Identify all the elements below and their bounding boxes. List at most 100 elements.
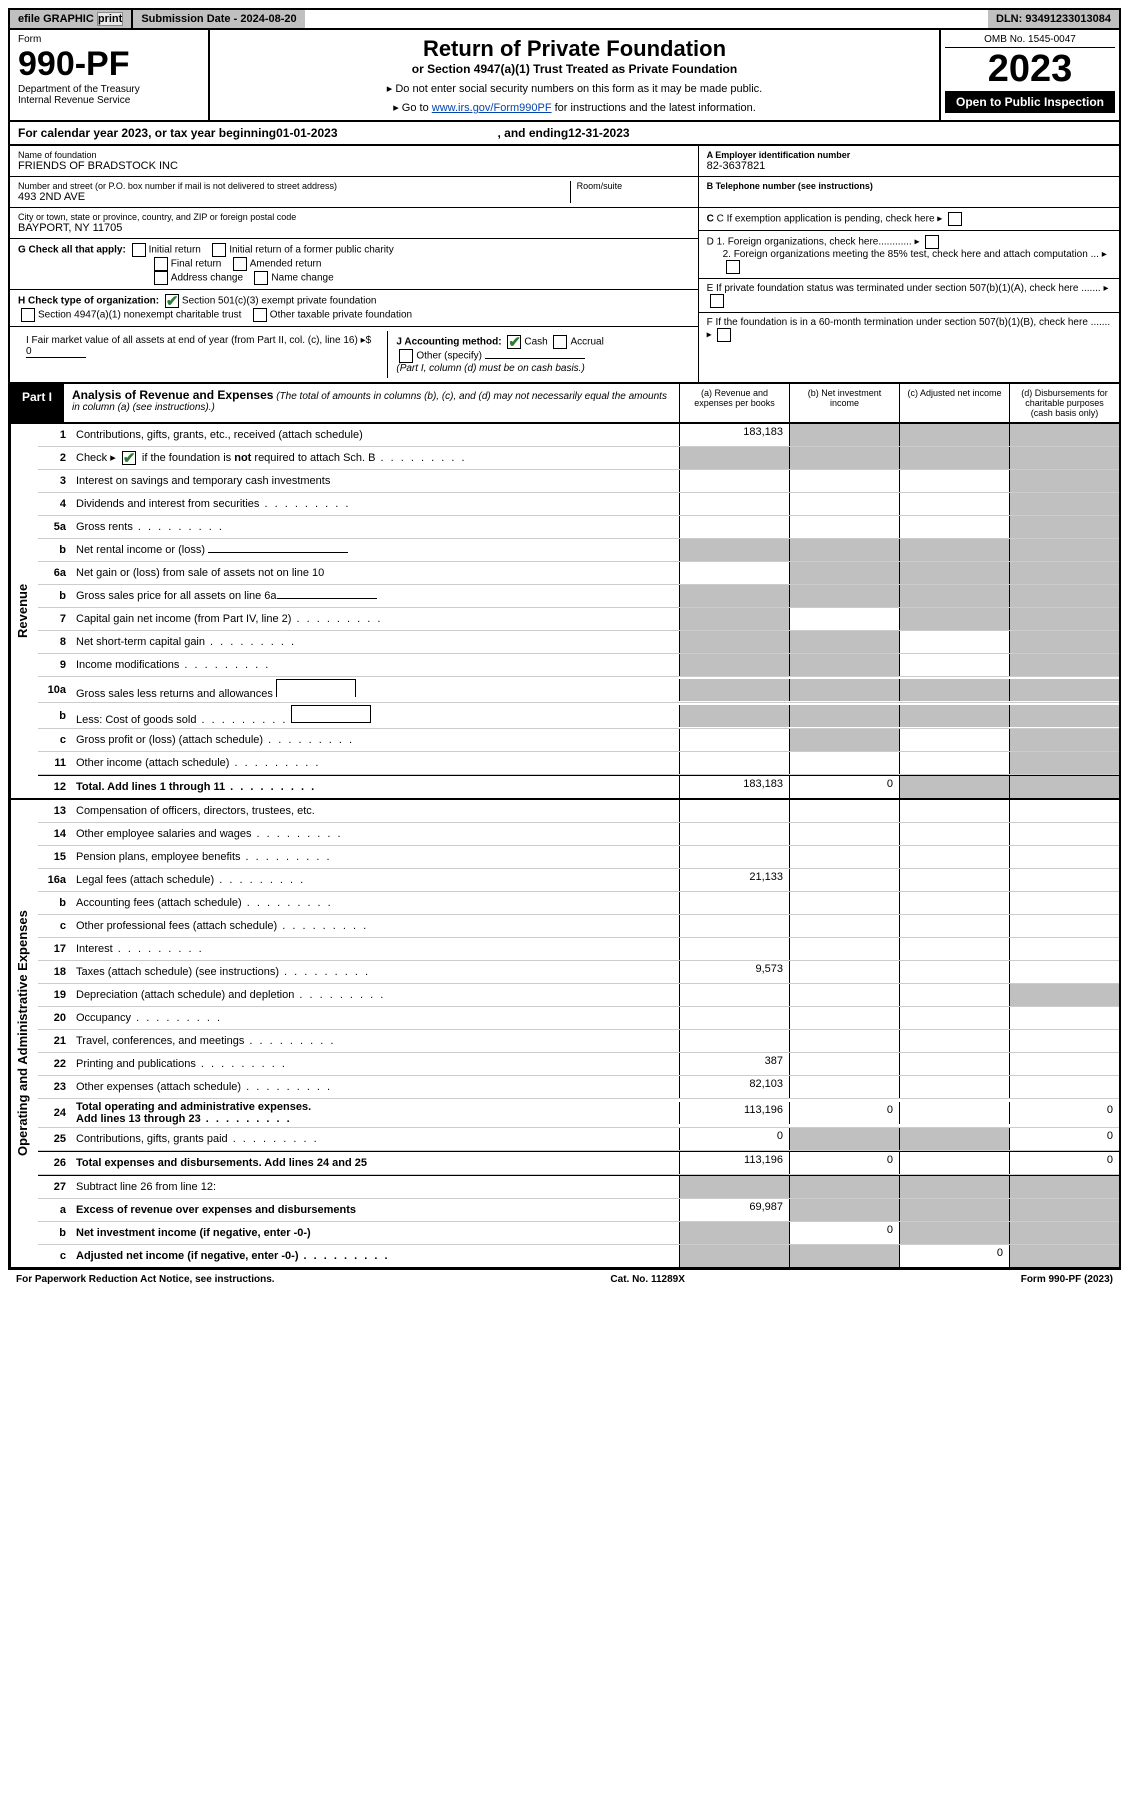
dept: Department of the Treasury xyxy=(18,84,200,95)
4947a1-checkbox[interactable] xyxy=(21,308,35,322)
table-row: bNet rental income or (loss) xyxy=(38,539,1119,562)
calendar-year-row: For calendar year 2023, or tax year begi… xyxy=(8,122,1121,146)
h-check-cell: H Check type of organization: Section 50… xyxy=(10,290,698,327)
footer-mid: Cat. No. 11289X xyxy=(610,1274,684,1285)
note-link: ▸ Go to www.irs.gov/Form990PF for instru… xyxy=(216,101,933,114)
address-change-checkbox[interactable] xyxy=(154,271,168,285)
form-subtitle: or Section 4947(a)(1) Trust Treated as P… xyxy=(216,62,933,76)
col-d-header: (d) Disbursements for charitable purpose… xyxy=(1009,384,1119,422)
j-accounting: J Accounting method: Cash Accrual Other … xyxy=(387,331,689,378)
phone-cell: B Telephone number (see instructions) xyxy=(699,177,1119,208)
form-title: Return of Private Foundation xyxy=(216,36,933,62)
c-pending-cell: C C If exemption application is pending,… xyxy=(699,208,1119,231)
note-ssn: ▸ Do not enter social security numbers o… xyxy=(216,82,933,95)
foundation-name-cell: Name of foundation FRIENDS OF BRADSTOCK … xyxy=(10,146,698,177)
instructions-link[interactable]: www.irs.gov/Form990PF xyxy=(432,102,552,114)
schb-checkbox[interactable] xyxy=(122,451,136,465)
col-c-header: (c) Adjusted net income xyxy=(899,384,1009,422)
initial-former-checkbox[interactable] xyxy=(212,243,226,257)
form-number: 990-PF xyxy=(18,45,200,84)
header: Form 990-PF Department of the Treasury I… xyxy=(8,30,1121,122)
ein-cell: A Employer identification number 82-3637… xyxy=(699,146,1119,177)
omb-number: OMB No. 1545-0047 xyxy=(945,34,1115,48)
topbar: efile GRAPHIC print Submission Date - 20… xyxy=(8,8,1121,30)
i-j-cell: I Fair market value of all assets at end… xyxy=(10,327,698,382)
d2-checkbox[interactable] xyxy=(726,260,740,274)
info-right: A Employer identification number 82-3637… xyxy=(698,146,1119,382)
table-row: 21Travel, conferences, and meetings xyxy=(38,1030,1119,1053)
table-row: 25Contributions, gifts, grants paid00 xyxy=(38,1128,1119,1151)
part1-desc: Analysis of Revenue and Expenses (The to… xyxy=(64,384,679,422)
amended-return-checkbox[interactable] xyxy=(233,257,247,271)
revenue-table: Revenue 1Contributions, gifts, grants, e… xyxy=(8,424,1121,800)
col-a-header: (a) Revenue and expenses per books xyxy=(679,384,789,422)
other-method-checkbox[interactable] xyxy=(399,349,413,363)
d-foreign-cell: D 1. Foreign organizations, check here..… xyxy=(699,231,1119,279)
header-title-block: Return of Private Foundation or Section … xyxy=(210,30,939,120)
expenses-table: Operating and Administrative Expenses 13… xyxy=(8,800,1121,1269)
table-row: 23Other expenses (attach schedule)82,103 xyxy=(38,1076,1119,1099)
table-row: cOther professional fees (attach schedul… xyxy=(38,915,1119,938)
dln: DLN: 93491233013084 xyxy=(988,10,1119,28)
table-row: 22Printing and publications387 xyxy=(38,1053,1119,1076)
table-row: cAdjusted net income (if negative, enter… xyxy=(38,1245,1119,1267)
501c3-checkbox[interactable] xyxy=(165,294,179,308)
g-check-cell: G Check all that apply: Initial return I… xyxy=(10,239,698,290)
i-fmv: I Fair market value of all assets at end… xyxy=(18,331,387,378)
footer: For Paperwork Reduction Act Notice, see … xyxy=(8,1269,1121,1289)
f-checkbox[interactable] xyxy=(717,328,731,342)
page: efile GRAPHIC print Submission Date - 20… xyxy=(0,0,1129,1297)
table-row: 26Total expenses and disbursements. Add … xyxy=(38,1151,1119,1175)
final-return-checkbox[interactable] xyxy=(154,257,168,271)
footer-right: Form 990-PF (2023) xyxy=(1021,1274,1113,1285)
form-label: Form xyxy=(18,34,200,45)
part1-header: Part I Analysis of Revenue and Expenses … xyxy=(8,384,1121,424)
table-row: 16aLegal fees (attach schedule)21,133 xyxy=(38,869,1119,892)
table-row: 24Total operating and administrative exp… xyxy=(38,1099,1119,1128)
table-row: bNet investment income (if negative, ent… xyxy=(38,1222,1119,1245)
info-left: Name of foundation FRIENDS OF BRADSTOCK … xyxy=(10,146,698,382)
table-row: 1Contributions, gifts, grants, etc., rec… xyxy=(38,424,1119,447)
info-grid: Name of foundation FRIENDS OF BRADSTOCK … xyxy=(8,146,1121,384)
table-row: 5aGross rents xyxy=(38,516,1119,539)
part1-tag: Part I xyxy=(10,384,64,422)
submission-date: Submission Date - 2024-08-20 xyxy=(131,10,304,28)
irs: Internal Revenue Service xyxy=(18,95,200,106)
table-row: 9Income modifications xyxy=(38,654,1119,677)
e-checkbox[interactable] xyxy=(710,294,724,308)
table-row: 3Interest on savings and temporary cash … xyxy=(38,470,1119,493)
f-termination-cell: F If the foundation is in a 60-month ter… xyxy=(699,313,1119,346)
other-taxable-checkbox[interactable] xyxy=(253,308,267,322)
c-pending-checkbox[interactable] xyxy=(948,212,962,226)
table-row: 20Occupancy xyxy=(38,1007,1119,1030)
header-left: Form 990-PF Department of the Treasury I… xyxy=(10,30,210,120)
table-row: 8Net short-term capital gain xyxy=(38,631,1119,654)
accrual-checkbox[interactable] xyxy=(553,335,567,349)
table-row: 18Taxes (attach schedule) (see instructi… xyxy=(38,961,1119,984)
revenue-side-label: Revenue xyxy=(10,424,38,798)
table-row: 15Pension plans, employee benefits xyxy=(38,846,1119,869)
expenses-side-label: Operating and Administrative Expenses xyxy=(10,800,38,1267)
table-row: 10aGross sales less returns and allowanc… xyxy=(38,677,1119,703)
name-change-checkbox[interactable] xyxy=(254,271,268,285)
table-row: 12Total. Add lines 1 through 11183,1830 xyxy=(38,775,1119,798)
table-row: bGross sales price for all assets on lin… xyxy=(38,585,1119,608)
e-terminated-cell: E If private foundation status was termi… xyxy=(699,279,1119,313)
table-row: aExcess of revenue over expenses and dis… xyxy=(38,1199,1119,1222)
table-row: 7Capital gain net income (from Part IV, … xyxy=(38,608,1119,631)
table-row: 13Compensation of officers, directors, t… xyxy=(38,800,1119,823)
column-headers: (a) Revenue and expenses per books (b) N… xyxy=(679,384,1119,422)
d1-checkbox[interactable] xyxy=(925,235,939,249)
table-row: 19Depreciation (attach schedule) and dep… xyxy=(38,984,1119,1007)
tax-year: 2023 xyxy=(945,48,1115,91)
inspection-badge: Open to Public Inspection xyxy=(945,91,1115,113)
initial-return-checkbox[interactable] xyxy=(132,243,146,257)
table-row: 17Interest xyxy=(38,938,1119,961)
cash-checkbox[interactable] xyxy=(507,335,521,349)
col-b-header: (b) Net investment income xyxy=(789,384,899,422)
table-row: 2Check ▸ if the foundation is not requir… xyxy=(38,447,1119,470)
city-cell: City or town, state or province, country… xyxy=(10,208,698,239)
table-row: 14Other employee salaries and wages xyxy=(38,823,1119,846)
print-button[interactable]: print xyxy=(97,12,123,26)
table-row: 4Dividends and interest from securities xyxy=(38,493,1119,516)
